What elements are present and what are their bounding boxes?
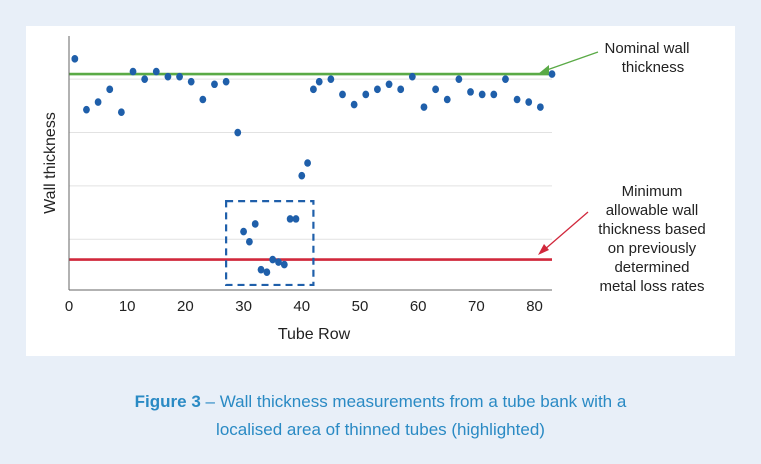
- data-point: [525, 98, 533, 106]
- data-point: [280, 260, 288, 269]
- data-point: [420, 103, 428, 111]
- data-point: [502, 75, 509, 83]
- data-point: [339, 90, 346, 99]
- data-point: [83, 105, 90, 114]
- nominal-annotation-line-1: Nominal wall: [604, 40, 689, 57]
- data-points: [71, 55, 556, 277]
- caption-line-2: localised area of thinned tubes (highlig…: [216, 420, 545, 439]
- x-tick-label: 40: [293, 298, 310, 315]
- x-tick-label: 20: [177, 298, 194, 315]
- minimum-arrow-head: [538, 244, 549, 255]
- data-point: [129, 67, 137, 76]
- caption-text-1: Wall thickness measurements from a tube …: [219, 392, 627, 411]
- data-point: [222, 77, 230, 86]
- minimum-annotation-line-6: metal loss rates: [599, 278, 704, 295]
- data-point: [176, 72, 183, 81]
- x-tick-label: 30: [235, 298, 252, 315]
- axes: [68, 36, 552, 291]
- data-point: [187, 77, 195, 86]
- scatter-chart: 0 10 20 30 40 50 60 70 80 Tube Row Wall thicknes…: [42, 36, 706, 343]
- minimum-annotation-line-3: thickness based: [598, 221, 706, 238]
- minimum-annotation-line-2: allowable wall: [606, 202, 699, 219]
- minimum-annotation-line-1: Minimum: [622, 183, 683, 200]
- data-point: [467, 88, 474, 96]
- figure-caption: Figure 3 – Wall thickness measurements f…: [0, 388, 761, 444]
- data-point: [286, 215, 294, 223]
- data-point: [152, 67, 160, 76]
- data-point: [315, 77, 323, 86]
- nominal-annotation: Nominal wall thickness: [538, 40, 690, 76]
- x-tick-label: 80: [526, 298, 543, 315]
- data-point: [350, 100, 358, 109]
- data-point: [374, 85, 381, 94]
- y-axis-label: Wall thickness: [42, 112, 59, 214]
- data-point: [269, 255, 277, 264]
- data-point: [240, 227, 247, 236]
- data-point: [211, 80, 218, 89]
- data-point: [432, 85, 440, 94]
- nominal-arrow-head: [538, 65, 549, 74]
- nominal-annotation-line-2: thickness: [622, 59, 685, 76]
- x-tick-labels: 0 10 20 30 40 50 60 70 80: [65, 298, 543, 315]
- minimum-annotation-line-5: determined: [614, 259, 689, 276]
- data-point: [94, 98, 102, 106]
- x-tick-label: 0: [65, 298, 73, 315]
- data-point: [362, 90, 370, 99]
- x-tick-label: 50: [352, 298, 369, 315]
- data-point: [199, 95, 207, 104]
- figure-label: Figure 3: [134, 392, 201, 411]
- nominal-arrow-shaft: [543, 51, 599, 72]
- x-axis-label: Tube Row: [278, 326, 351, 343]
- minimum-annotation-line-4: on previously: [608, 240, 697, 257]
- reference-lines: [69, 72, 552, 261]
- data-point: [310, 85, 317, 94]
- x-tick-label: 60: [410, 298, 427, 315]
- data-point: [257, 265, 265, 274]
- data-point: [536, 103, 544, 111]
- x-tick-label: 10: [119, 298, 136, 315]
- data-point: [443, 95, 451, 104]
- minimum-arrow-shaft: [543, 211, 589, 251]
- data-point: [548, 70, 556, 78]
- data-point: [513, 95, 521, 104]
- minimum-annotation: Minimum allowable wall thickness based o…: [538, 183, 706, 295]
- data-point: [408, 72, 416, 81]
- data-point: [251, 220, 259, 228]
- data-point: [490, 90, 498, 99]
- x-tick-label: 70: [468, 298, 485, 315]
- data-point: [263, 268, 271, 277]
- caption-dash: –: [200, 392, 220, 411]
- data-point: [385, 80, 393, 89]
- grid-lines: [69, 78, 552, 240]
- data-point: [106, 85, 114, 94]
- data-point: [275, 258, 282, 266]
- data-point: [304, 159, 311, 167]
- data-point: [455, 75, 463, 83]
- caption-line-1: Figure 3 – Wall thickness measurements f…: [0, 388, 761, 416]
- data-point: [478, 90, 486, 99]
- data-point: [292, 215, 300, 223]
- data-point: [71, 55, 79, 63]
- highlight-box: [225, 200, 315, 287]
- data-point: [164, 72, 172, 81]
- data-point: [234, 128, 242, 137]
- data-point: [117, 108, 125, 116]
- data-point: [245, 237, 253, 246]
- data-point: [141, 75, 149, 83]
- data-point: [298, 171, 306, 180]
- data-point: [397, 85, 405, 94]
- data-point: [327, 75, 335, 83]
